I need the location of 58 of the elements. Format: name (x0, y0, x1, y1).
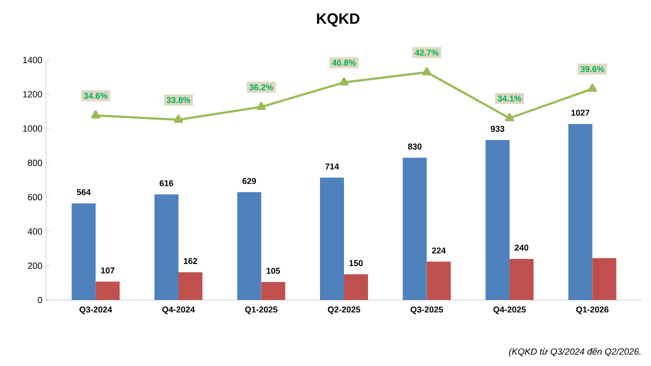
x-tick-label: Q2-2025 (328, 306, 360, 314)
data-label: 107 (101, 267, 114, 274)
y-tick-label: 1400 (23, 56, 42, 64)
data-label: 616 (160, 180, 174, 186)
data-label: 162 (184, 258, 198, 264)
point (256, 102, 266, 110)
bar (592, 258, 616, 300)
bar (96, 282, 120, 300)
bar (178, 272, 202, 300)
data-label: 34.6% (84, 92, 108, 99)
data-label: 830 (408, 144, 422, 150)
point (174, 114, 183, 123)
x-tick-label: Q4-2024 (162, 306, 195, 314)
y-tick-label: 200 (28, 262, 42, 269)
bar (261, 282, 286, 300)
bar (426, 262, 451, 300)
data-label: 36.2% (249, 84, 274, 90)
data-label: 240 (514, 244, 528, 251)
point (588, 84, 597, 92)
data-label: 34.1% (498, 95, 522, 102)
bar (510, 258, 534, 300)
data-label: 105 (266, 268, 280, 274)
point (422, 67, 432, 76)
data-label: 933 (490, 126, 504, 132)
bar (320, 178, 344, 300)
data-label: 714 (325, 164, 340, 170)
y-tick-label: 0 (38, 296, 42, 304)
data-label: 150 (349, 260, 363, 266)
bar (344, 274, 368, 300)
data-label: 1027 (571, 110, 590, 116)
bar (154, 194, 178, 300)
data-label: 629 (242, 178, 256, 184)
point (91, 110, 100, 119)
data-label: 224 (432, 248, 446, 254)
x-tick-label: Q3-2025 (410, 306, 444, 314)
bar (72, 203, 96, 300)
x-tick-label: Q1-2025 (245, 306, 278, 314)
bar (402, 158, 427, 300)
y-tick-label: 800 (28, 160, 42, 166)
text: (KQKD từ Q3/2024 đến Q2/2026. (509, 348, 640, 356)
x-tick-label: Q1-2026 (576, 306, 609, 314)
point (339, 77, 349, 86)
point (505, 113, 514, 122)
data-label: 33.8% (166, 97, 190, 104)
bar (486, 140, 510, 300)
data-label: 39.6% (580, 66, 604, 72)
bar (237, 192, 262, 300)
y-tick-label: 600 (28, 194, 42, 200)
data-label: 564 (76, 189, 91, 196)
bar (568, 124, 592, 300)
data-label: 42.7% (414, 50, 439, 56)
y-tick-label: 1000 (23, 125, 42, 132)
y-tick-label: 1200 (23, 91, 42, 98)
y-tick-label: 400 (28, 228, 42, 235)
x-tick-label: Q3-2024 (80, 306, 112, 314)
chart-title: KQKD (317, 13, 360, 27)
data-label: 40.8% (332, 60, 356, 66)
x-tick-label: Q4-2025 (493, 306, 526, 314)
